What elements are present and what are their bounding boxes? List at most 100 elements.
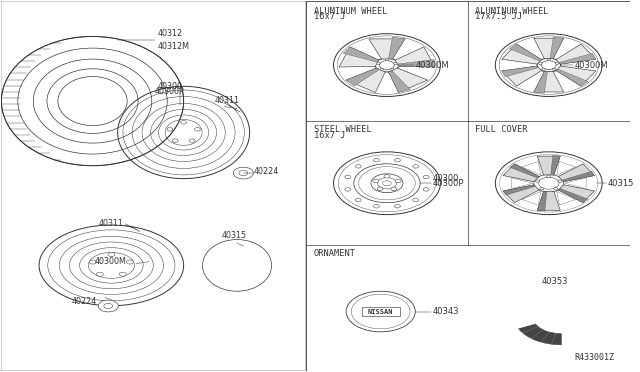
Polygon shape [550, 37, 564, 59]
Polygon shape [556, 44, 596, 64]
Circle shape [539, 62, 542, 64]
Circle shape [345, 175, 351, 179]
Polygon shape [502, 66, 541, 86]
Circle shape [423, 188, 429, 191]
Polygon shape [503, 164, 539, 182]
Polygon shape [503, 185, 535, 195]
Text: STEEL WHEEL: STEEL WHEEL [314, 125, 371, 134]
Polygon shape [502, 66, 538, 77]
Polygon shape [559, 53, 596, 64]
Polygon shape [537, 192, 547, 211]
Text: 40312M: 40312M [157, 42, 189, 51]
Text: 40300M: 40300M [415, 61, 449, 70]
Polygon shape [346, 68, 385, 93]
Polygon shape [556, 66, 596, 86]
Polygon shape [399, 60, 435, 67]
Text: 40224: 40224 [72, 297, 97, 306]
Text: 40300M: 40300M [574, 61, 608, 70]
Wedge shape [518, 324, 561, 345]
Polygon shape [537, 156, 560, 175]
Polygon shape [502, 44, 541, 64]
Text: ALUMINUM WHEEL: ALUMINUM WHEEL [314, 7, 387, 16]
Circle shape [377, 62, 380, 64]
Polygon shape [534, 71, 547, 93]
Text: ALUMINUM WHEEL: ALUMINUM WHEEL [476, 7, 548, 16]
Circle shape [355, 198, 361, 202]
Polygon shape [564, 178, 586, 189]
Circle shape [394, 158, 401, 162]
Circle shape [345, 188, 351, 191]
Circle shape [127, 260, 133, 264]
Polygon shape [511, 178, 532, 189]
Text: 40300P: 40300P [155, 87, 185, 96]
Polygon shape [557, 191, 575, 205]
Circle shape [394, 205, 401, 208]
Text: R433001Z: R433001Z [574, 353, 614, 362]
Text: 17x7.5 JJ: 17x7.5 JJ [476, 13, 522, 22]
Text: NISSAN: NISSAN [368, 308, 394, 315]
Circle shape [394, 62, 397, 64]
Circle shape [391, 187, 397, 190]
Text: 40300: 40300 [433, 174, 459, 183]
Text: 40312: 40312 [157, 29, 182, 38]
Text: 16x7 J: 16x7 J [314, 13, 345, 22]
Circle shape [413, 165, 419, 168]
Circle shape [384, 174, 390, 178]
Bar [362, 308, 399, 315]
Circle shape [536, 180, 540, 182]
Text: 40353: 40353 [542, 277, 568, 286]
Polygon shape [369, 39, 405, 59]
Polygon shape [551, 155, 560, 175]
Polygon shape [522, 191, 541, 205]
Circle shape [108, 253, 115, 257]
Circle shape [547, 59, 550, 61]
Circle shape [395, 179, 401, 183]
Polygon shape [563, 171, 595, 182]
Text: 40300: 40300 [157, 82, 182, 91]
Circle shape [423, 175, 429, 179]
Circle shape [98, 300, 118, 312]
Circle shape [385, 59, 388, 61]
Polygon shape [556, 69, 588, 86]
Circle shape [377, 187, 383, 190]
Circle shape [558, 180, 562, 182]
Polygon shape [509, 44, 541, 61]
Text: 40343: 40343 [432, 307, 459, 316]
Text: 40311: 40311 [215, 96, 240, 105]
Polygon shape [537, 192, 560, 210]
Circle shape [547, 175, 551, 177]
Circle shape [552, 68, 556, 70]
Text: 40224: 40224 [254, 167, 279, 176]
Text: 40311: 40311 [99, 219, 124, 228]
Circle shape [374, 205, 380, 208]
Polygon shape [558, 164, 595, 182]
Circle shape [380, 68, 383, 70]
Polygon shape [388, 68, 428, 93]
Polygon shape [388, 37, 405, 59]
Bar [306, 1, 630, 371]
Polygon shape [522, 161, 541, 175]
Polygon shape [339, 47, 379, 67]
Circle shape [373, 179, 379, 183]
Circle shape [374, 158, 380, 162]
Polygon shape [534, 71, 564, 92]
Circle shape [540, 187, 544, 190]
Text: 40300P: 40300P [433, 179, 464, 189]
Circle shape [90, 260, 96, 264]
Circle shape [390, 68, 394, 70]
Text: 40300M: 40300M [95, 257, 126, 266]
Polygon shape [557, 161, 575, 175]
Polygon shape [343, 47, 379, 62]
Polygon shape [558, 185, 595, 203]
Polygon shape [503, 185, 539, 203]
Polygon shape [388, 71, 410, 93]
Text: 40315: 40315 [221, 231, 246, 240]
Circle shape [383, 181, 391, 186]
Circle shape [554, 187, 557, 190]
Text: 16x7 J: 16x7 J [314, 131, 345, 140]
Circle shape [97, 272, 104, 276]
Text: FULL COVER: FULL COVER [476, 125, 528, 134]
Polygon shape [395, 47, 435, 67]
Circle shape [234, 167, 253, 179]
Text: 40315: 40315 [607, 179, 634, 188]
